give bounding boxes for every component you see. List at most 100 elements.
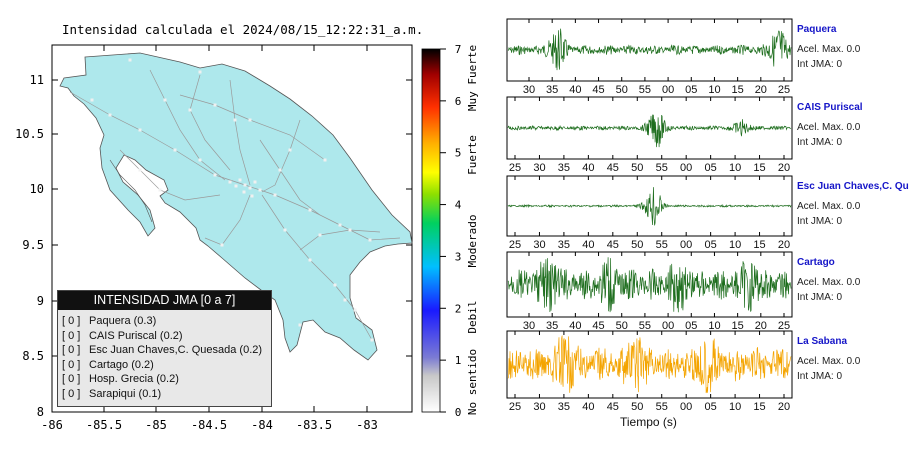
legend-list: [ 0 ] Paquera (0.3) [ 0 ] CAIS Puriscal (0…	[58, 310, 271, 402]
waveform-trace	[507, 114, 792, 148]
time-tick-label: 10	[708, 320, 720, 332]
map-y-tick-label: 9	[37, 294, 44, 308]
map-x-tick-label: -83.5	[296, 418, 332, 432]
time-tick-label: 15	[732, 84, 744, 96]
town-markers	[90, 58, 374, 342]
time-tick-label: 50	[616, 84, 628, 96]
map-y-tick-label: 9.5	[22, 238, 44, 252]
waveform-trace	[507, 257, 792, 313]
time-tick-label: 00	[680, 239, 692, 251]
time-tick-label: 10	[708, 84, 720, 96]
time-tick-label: 35	[558, 401, 570, 413]
time-tick-label: 30	[533, 401, 545, 413]
time-tick-label: 50	[631, 401, 643, 413]
station-jma: Int JMA: 0	[797, 59, 843, 70]
map-y-tick-label: 10	[30, 182, 44, 196]
time-tick-label: 25	[509, 401, 521, 413]
intensity-legend: INTENSIDAD JMA [0 a 7] [ 0 ] Paquera (0.3…	[57, 290, 272, 407]
time-tick-label: 15	[753, 239, 765, 251]
time-tick-label: 30	[523, 320, 535, 332]
scale-tick-label: 6	[455, 95, 462, 108]
station-info-paquera: Paquera Acel. Max. 0.0 Int JMA: 0	[797, 24, 910, 70]
time-tick-label: 10	[729, 239, 741, 251]
station-acel: Acel. Max. 0.0	[797, 201, 861, 212]
waveform-trace	[507, 187, 792, 226]
time-tick-label: 50	[631, 239, 643, 251]
station-jma: Int JMA: 0	[797, 216, 843, 227]
scale-tick-label: 4	[455, 199, 462, 212]
station-jma: Int JMA: 0	[797, 371, 843, 382]
time-tick-label: 05	[685, 320, 697, 332]
map-x-tick-label: -85.5	[86, 418, 122, 432]
time-tick-label: 15	[753, 401, 765, 413]
time-tick-label: 15	[753, 162, 765, 174]
station-acel: Acel. Max. 0.0	[797, 44, 861, 55]
map-y-tick-label: 10.5	[15, 127, 44, 141]
time-tick-label: 45	[607, 239, 619, 251]
time-tick-label: 55	[656, 239, 668, 251]
scale-category-label: No sentido	[466, 349, 479, 415]
nicoya-peninsula-outline	[109, 159, 153, 223]
map-x-tick-label: -84	[251, 418, 273, 432]
map-x-tick-label: -83	[356, 418, 378, 432]
scale-category-label: Moderado	[466, 215, 479, 268]
time-tick-label: 35	[558, 239, 570, 251]
station-info-cartago: Cartago Acel. Max. 0.0 Int JMA: 0	[797, 257, 910, 303]
time-tick-label: 40	[582, 162, 594, 174]
color-scale-bar	[421, 48, 441, 413]
station-info-la-sabana: La Sabana Acel. Max. 0.0 Int JMA: 0	[797, 336, 910, 382]
station-info-puriscal: CAIS Puriscal Acel. Max. 0.0 Int JMA: 0	[797, 102, 910, 148]
scale-tick-label: 7	[455, 43, 462, 56]
time-tick-label: 10	[729, 162, 741, 174]
time-tick-label: 55	[639, 320, 651, 332]
waveform-trace	[507, 28, 792, 71]
scale-tick-label: 2	[455, 302, 462, 315]
map-x-axis: -86 -85.5 -85 -84.5 -84 -83.5 -83	[41, 45, 378, 432]
time-tick-label: 20	[755, 320, 767, 332]
time-tick-label: 30	[533, 162, 545, 174]
time-tick-label: 05	[705, 401, 717, 413]
time-tick-label: 55	[639, 84, 651, 96]
time-tick-label: 45	[592, 320, 604, 332]
time-tick-label: 35	[558, 162, 570, 174]
waveform-panel: 30 35 40 45 50 55 00 05 10 15 20 25	[506, 18, 793, 96]
map-x-tick-label: -86	[41, 418, 63, 432]
map-y-tick-label: 8	[37, 405, 44, 419]
station-jma: Int JMA: 0	[797, 292, 843, 303]
station-name: Cartago	[797, 257, 835, 268]
scale-tick-label: 1	[455, 354, 462, 367]
legend-item: [ 0 ] Cartago (0.2)	[62, 358, 154, 371]
waveform-panel: 25 30 35 40 45 50 55 00 05 10 15 20	[506, 96, 793, 174]
time-tick-label: 40	[569, 84, 581, 96]
map-y-tick-label: 8.5	[22, 349, 44, 363]
station-acel: Acel. Max. 0.0	[797, 356, 861, 367]
time-tick-label: 40	[569, 320, 581, 332]
scale-tick-label: 0	[455, 406, 462, 419]
time-tick-label: 25	[778, 84, 790, 96]
time-tick-label: 30	[533, 239, 545, 251]
scale-tick-label: 3	[455, 250, 462, 263]
legend-item: [ 0 ] Esc Juan Chaves,C. Quesada (0.2)	[62, 344, 263, 357]
time-tick-label: 45	[607, 162, 619, 174]
time-tick-label: 55	[656, 401, 668, 413]
scale-category-label: Debil	[466, 300, 479, 333]
time-tick-label: 00	[662, 320, 674, 332]
time-tick-label: 35	[546, 84, 558, 96]
time-tick-label: 15	[732, 320, 744, 332]
intensity-color-scale: 0 1 2 3 4 5 6 7 No sentido Debil Moderado Fuerte Mu…	[421, 43, 479, 419]
time-tick-label: 50	[631, 162, 643, 174]
waveform-panel: 25 30 35 40 45 50 55 00 05 10 15 20	[506, 330, 793, 413]
time-tick-label: 45	[607, 401, 619, 413]
time-tick-label: 40	[582, 401, 594, 413]
scale-category-label: Fuerte	[466, 135, 479, 175]
map-title: Intensidad calculada el 2024/08/15_12:22…	[62, 22, 424, 37]
time-tick-label: 05	[685, 84, 697, 96]
station-jma: Int JMA: 0	[797, 137, 843, 148]
costa-rica-land	[59, 52, 413, 361]
time-tick-label: 00	[662, 84, 674, 96]
time-tick-label: 50	[616, 320, 628, 332]
map-x-tick-label: -84.5	[191, 418, 227, 432]
map-y-tick-label: 11	[30, 73, 44, 87]
map-y-axis: 11 10.5 10 9.5 9 8.5 8	[15, 73, 412, 419]
